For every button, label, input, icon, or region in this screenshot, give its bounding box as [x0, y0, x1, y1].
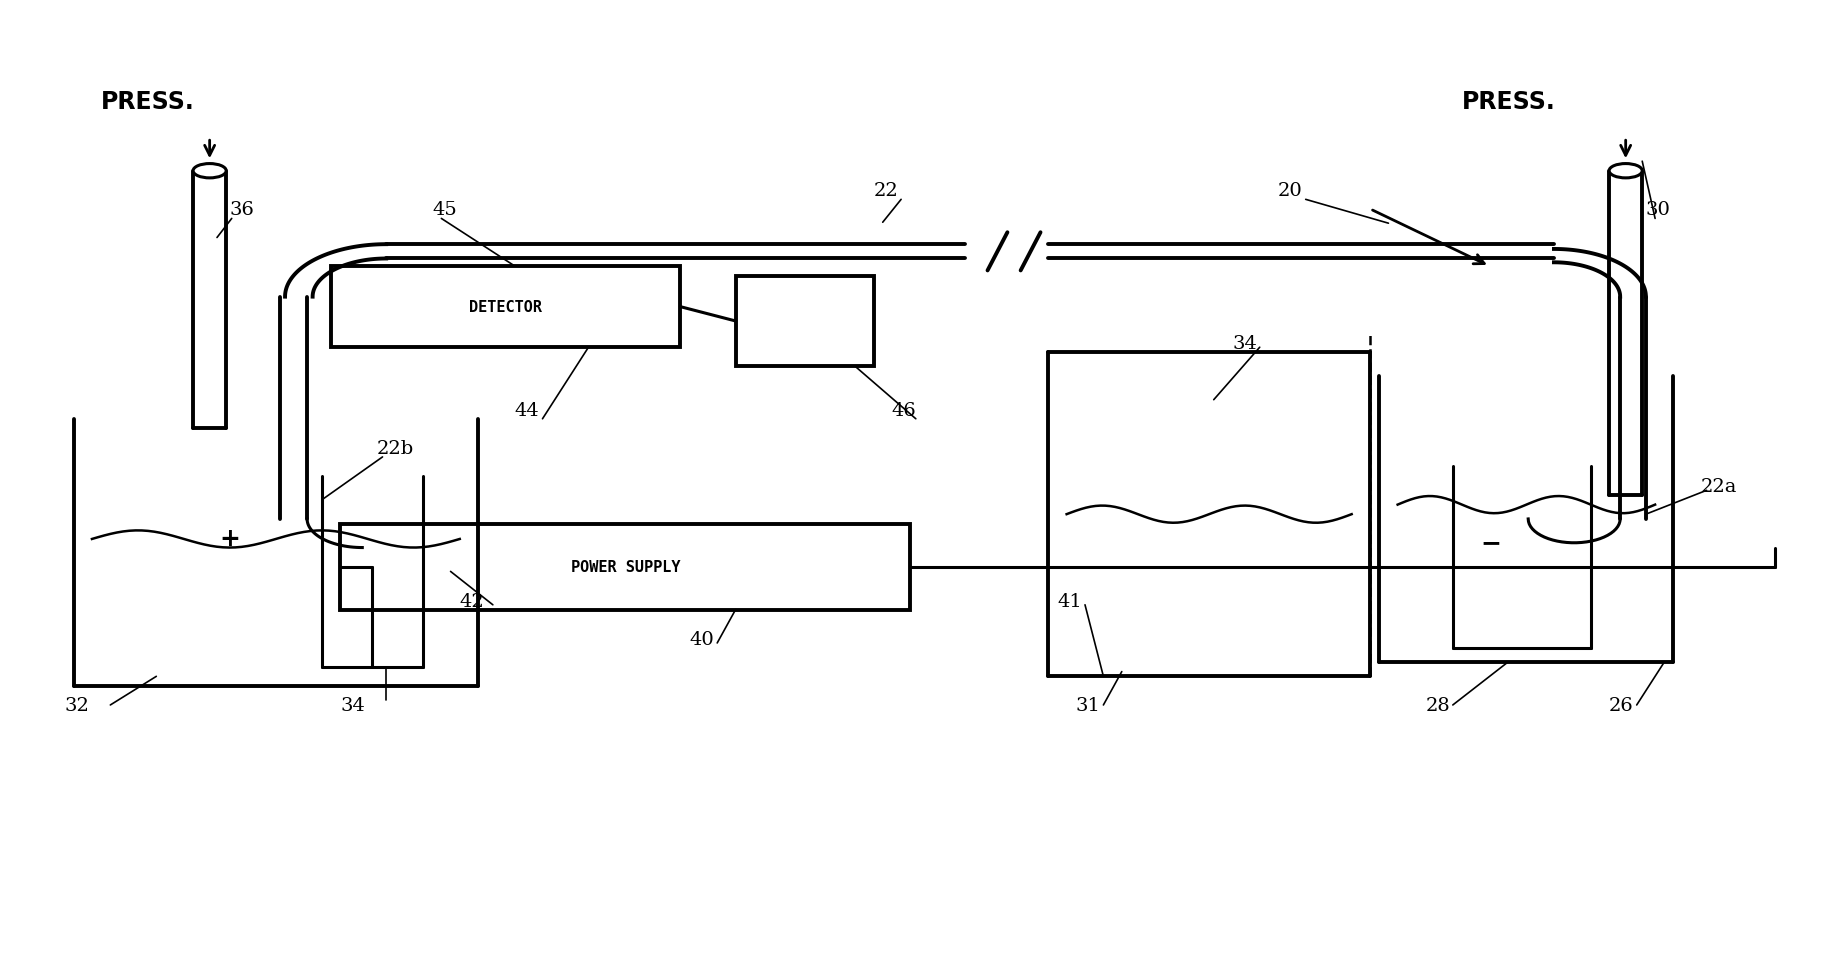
- Text: 45: 45: [432, 201, 456, 219]
- Text: PRESS.: PRESS.: [101, 91, 195, 114]
- Text: 34: 34: [340, 697, 366, 715]
- Bar: [340, 524, 910, 610]
- Text: 46: 46: [892, 401, 916, 419]
- Text: 36: 36: [230, 201, 256, 219]
- Text: 34: 34: [1232, 335, 1258, 353]
- Text: +: +: [219, 526, 241, 551]
- Text: DETECTOR: DETECTOR: [469, 300, 543, 314]
- Text: 30: 30: [1646, 201, 1672, 219]
- Text: 26: 26: [1609, 697, 1633, 715]
- Bar: [736, 276, 874, 367]
- Text: 42: 42: [460, 592, 484, 610]
- Ellipse shape: [193, 164, 226, 179]
- Bar: [331, 267, 680, 348]
- Text: PRESS.: PRESS.: [1462, 91, 1556, 114]
- Text: 31: 31: [1076, 697, 1102, 715]
- Text: 22: 22: [874, 182, 897, 200]
- Text: 44: 44: [515, 401, 539, 419]
- Text: 28: 28: [1425, 697, 1449, 715]
- Ellipse shape: [1609, 164, 1642, 179]
- Text: −: −: [1480, 530, 1502, 555]
- Text: POWER SUPPLY: POWER SUPPLY: [570, 559, 680, 575]
- Text: 20: 20: [1278, 182, 1302, 200]
- Text: 22a: 22a: [1701, 477, 1738, 496]
- Text: 41: 41: [1057, 592, 1081, 610]
- Text: 40: 40: [690, 630, 714, 648]
- Text: 32: 32: [64, 697, 90, 715]
- Text: 22b: 22b: [377, 439, 414, 457]
